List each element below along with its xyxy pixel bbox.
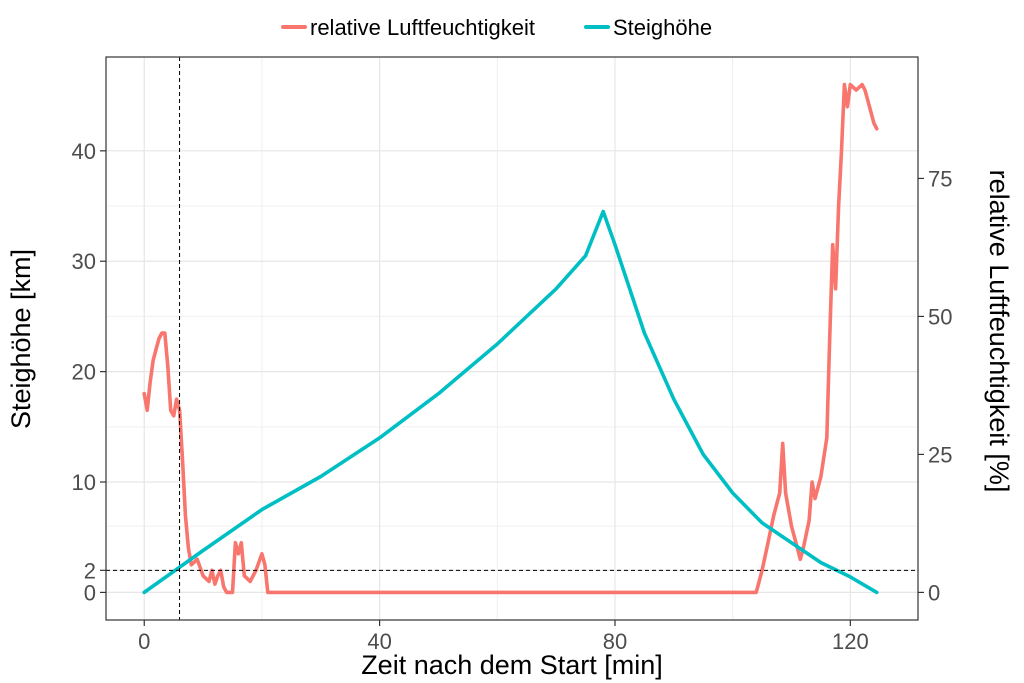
y-left-axis-title: Steighöhe [km] xyxy=(6,249,36,429)
y-left-tick-label: 30 xyxy=(72,249,96,274)
x-tick-label: 40 xyxy=(367,629,391,654)
x-tick-label: 80 xyxy=(603,629,627,654)
x-axis-title: Zeit nach dem Start [min] xyxy=(361,650,663,680)
series-line-humidity xyxy=(142,82,879,595)
series-line-altitude xyxy=(142,209,879,595)
y-right-axis-title: relative Luftfeuchtigkeit [%] xyxy=(984,170,1014,493)
y-right-tick-label: 50 xyxy=(928,304,952,329)
plot-border xyxy=(105,56,919,621)
legend-label-humidity: relative Luftfeuchtigkeit xyxy=(310,15,535,40)
y-right-tick-label: 75 xyxy=(928,166,952,191)
series-layer xyxy=(142,82,879,595)
legend: relative Luftfeuchtigkeit Steighöhe xyxy=(281,15,712,40)
legend-label-altitude: Steighöhe xyxy=(613,15,712,40)
y-left-tick-label: 20 xyxy=(72,360,96,385)
y-left-tick-label: 0 xyxy=(84,580,96,605)
y-right-tick-label: 0 xyxy=(928,580,940,605)
x-tick-label: 120 xyxy=(832,629,869,654)
reference-lines xyxy=(106,57,918,620)
y-left-tick-label: 2 xyxy=(84,558,96,583)
y-left-tick-label: 10 xyxy=(72,470,96,495)
x-tick-label: 0 xyxy=(138,629,150,654)
y-right-tick-label: 25 xyxy=(928,442,952,467)
plot-panel xyxy=(106,57,918,620)
y-left-tick-label: 40 xyxy=(72,139,96,164)
